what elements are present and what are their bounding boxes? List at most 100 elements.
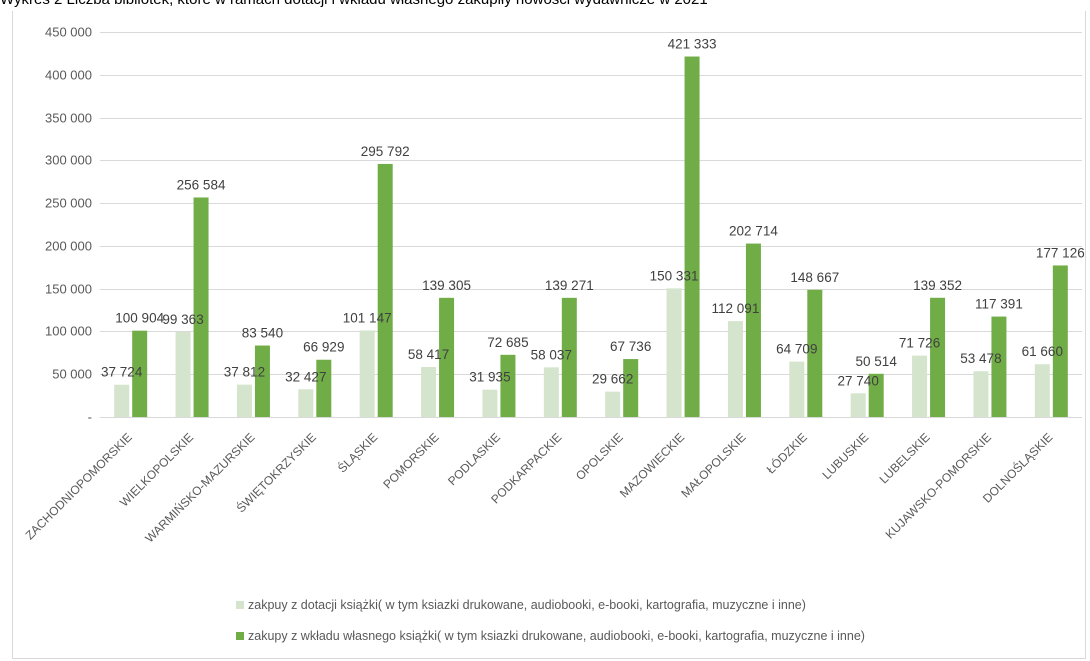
bar-series1 (1034, 364, 1050, 417)
legend-item-series1: zakpuy z dotacji książki( w tym ksiazki … (236, 598, 806, 612)
bar-series1 (421, 367, 437, 417)
data-label-series1: 71 726 (899, 336, 940, 351)
data-label-series2: 256 584 (177, 177, 226, 192)
x-category-label: ZACHODNIOPOMORSKIE (23, 430, 135, 542)
bar-series1 (727, 321, 743, 417)
bar-series2 (561, 297, 577, 417)
x-category-label: OPOLSKIE (573, 430, 626, 483)
bar-series2 (868, 373, 884, 417)
bar-series1 (543, 367, 559, 417)
bar-series1 (236, 384, 252, 417)
x-category-label: ŁÓDZKIE (763, 430, 810, 477)
x-category-label: MAZOWIECKIE (617, 430, 687, 500)
legend-label-series1: zakpuy z dotacji książki( w tym ksiazki … (248, 598, 806, 612)
bar-series2 (500, 354, 516, 417)
bar-series1 (359, 330, 375, 417)
bar-series2 (377, 163, 393, 417)
bar-series2 (684, 56, 700, 417)
bar-series1 (973, 371, 989, 417)
x-category-label: MAŁOPOLSKIE (678, 430, 748, 500)
legend-label-series2: zakupy z wkładu własnego książki( w tym … (248, 629, 865, 643)
data-label-series2: 421 333 (668, 37, 717, 52)
data-label-series2: 148 667 (790, 270, 839, 285)
data-label-series2: 50 514 (856, 354, 898, 369)
bar-series2 (807, 289, 823, 417)
data-label-series1: 112 091 (712, 301, 760, 316)
bar-series1 (605, 391, 621, 417)
bar-series2 (623, 359, 639, 417)
legend-item-series2: zakupy z wkładu własnego książki( w tym … (236, 629, 865, 643)
data-label-series2: 83 540 (242, 326, 283, 341)
bar-series2 (745, 243, 761, 417)
bar-series2 (439, 297, 455, 417)
data-label-series1: 53 478 (960, 351, 1001, 366)
data-label-series1: 101 147 (343, 310, 392, 325)
chart-frame (12, 11, 1086, 659)
data-label-series2: 139 305 (422, 278, 471, 293)
data-label-series1: 31 935 (469, 370, 510, 385)
bar-series1 (482, 389, 498, 417)
gridlines (100, 32, 1082, 418)
bar-series1 (789, 361, 805, 417)
data-label-series1: 64 709 (776, 342, 817, 357)
x-category-label: LUBELSKIE (877, 430, 933, 486)
data-label-series1: 32 427 (285, 369, 326, 384)
data-label-series1: 58 037 (531, 347, 572, 362)
bar-series2 (1052, 265, 1068, 417)
data-label-series2: 117 391 (975, 297, 1023, 312)
bar-series1 (666, 288, 682, 417)
data-label-series1: 99 363 (162, 312, 203, 327)
data-label-series2: 295 792 (361, 144, 410, 159)
y-tick-label: 350 000 (45, 111, 92, 126)
data-label-series2: 202 714 (729, 224, 778, 239)
data-label-series2: 100 904 (115, 311, 164, 326)
y-tick-label: 450 000 (45, 25, 92, 40)
bar-series2 (193, 197, 209, 417)
y-tick-label: 300 000 (45, 153, 92, 168)
data-label-series1: 61 660 (1022, 344, 1063, 359)
bar-series1 (175, 331, 191, 417)
x-category-label: WARMIŃSKO-MAZURSKIE (142, 430, 258, 546)
data-label-series1: 150 331 (650, 268, 699, 283)
legend-swatch-series1 (236, 601, 244, 609)
bars (114, 56, 1068, 417)
x-category-label: ŚLĄSKIE (334, 430, 380, 476)
data-label-series2: 67 736 (610, 339, 651, 354)
bar-series1 (114, 384, 130, 417)
y-tick-label: 400 000 (45, 68, 92, 83)
data-label-series2: 139 271 (545, 278, 594, 293)
data-label-series2: 72 685 (487, 335, 528, 350)
bar-series2 (316, 359, 332, 417)
legend-swatch-series2 (236, 632, 244, 640)
y-tick-label: 100 000 (45, 324, 92, 339)
data-label-series1: 58 417 (408, 347, 449, 362)
y-tick-label: 50 000 (52, 367, 92, 382)
bar-series2 (254, 345, 270, 417)
data-label-series1: 37 812 (224, 365, 265, 380)
x-category-label: POMORSKIE (380, 430, 441, 491)
x-category-label: LUBUSKIE (819, 430, 871, 482)
data-label-series1: 29 662 (592, 372, 633, 387)
y-tick-label: 150 000 (45, 282, 92, 297)
bar-series2 (132, 330, 148, 417)
data-label-series1: 27 740 (838, 373, 879, 388)
y-axis-tick-labels: - 50 000 100 000 150 000 200 000 250 000 300 0… (45, 25, 92, 425)
y-tick-label: 250 000 (45, 196, 92, 211)
bar-series2 (930, 297, 946, 417)
y-tick-label: - (88, 410, 92, 425)
x-category-label: KUJAWSKO-POMORSKIE (883, 430, 994, 541)
data-label-series2: 66 929 (303, 340, 344, 355)
bar-series2 (991, 316, 1007, 417)
x-axis-category-labels: ZACHODNIOPOMORSKIEWIELKOPOLSKIEWARMIŃSKO… (23, 430, 1056, 546)
bar-series1 (912, 355, 928, 417)
y-tick-label: 200 000 (45, 239, 92, 254)
bar-series1 (298, 389, 314, 417)
data-label-series2: 177 126 (1036, 245, 1085, 260)
data-label-series1: 37 724 (101, 365, 143, 380)
x-category-label: PODLASKIE (445, 430, 503, 488)
chart-title: Wykres 2 Liczba bibliotek, które w ramac… (0, 0, 1090, 8)
bar-series1 (850, 393, 866, 417)
data-label-series2: 139 352 (913, 278, 962, 293)
